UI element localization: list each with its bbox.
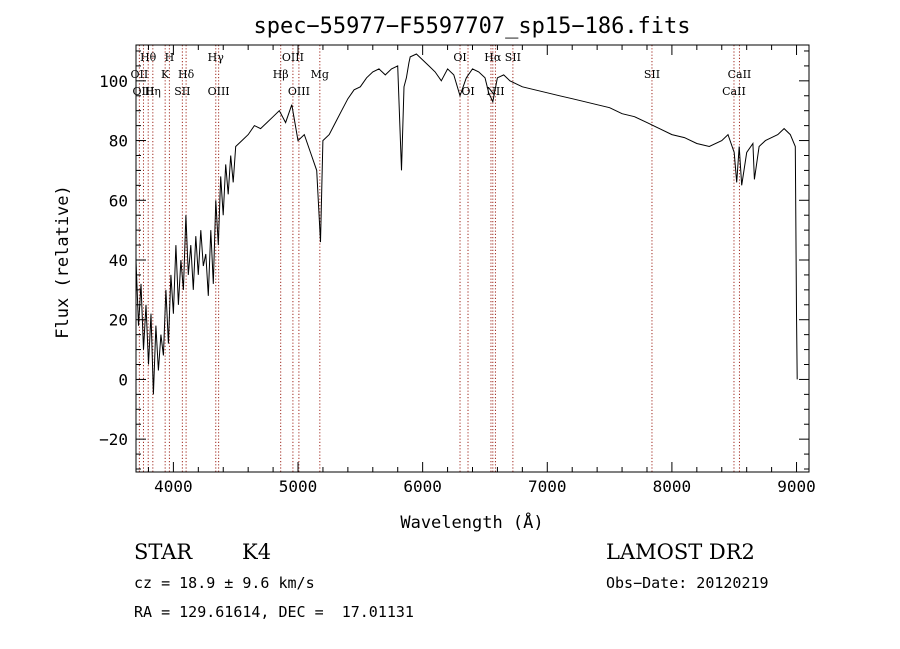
x-tick-label: 8000 [653, 477, 692, 496]
line-marker-label: Hγ [208, 51, 225, 64]
line-marker-label: H [165, 51, 175, 64]
redshift-cz: cz = 18.9 ± 9.6 km/s [134, 574, 315, 592]
line-marker-label: OI [453, 51, 466, 64]
y-tick-label: 60 [109, 191, 128, 210]
line-marker-label: K [161, 68, 170, 81]
plot-frame [135, 44, 810, 473]
x-tick-label: 5000 [279, 477, 318, 496]
line-marker-label: CaII [722, 85, 746, 98]
line-marker-label: OIII [282, 51, 304, 64]
y-axis: −20 0 20 40 60 80 100 [99, 50, 809, 470]
x-axis-label: Wavelength (Å) [400, 511, 543, 533]
line-marker-label: NII [486, 85, 504, 98]
line-marker-label: OII [131, 68, 149, 81]
coordinates: RA = 129.61614, DEC = 17.01131 [134, 603, 414, 621]
line-marker-label: Hδ [178, 68, 195, 81]
y-axis-label: Flux (relative) [53, 185, 73, 339]
x-tick-label: 7000 [528, 477, 567, 496]
line-marker-label: OIII [208, 85, 230, 98]
x-tick-label: 4000 [154, 477, 193, 496]
y-tick-label: 20 [109, 311, 128, 330]
line-marker-label: SII [644, 68, 660, 81]
line-marker-label: CaII [728, 68, 752, 81]
x-tick-label: 6000 [403, 477, 442, 496]
line-marker-label: Hα [484, 51, 502, 64]
line-marker-label: OIII [132, 85, 154, 98]
y-tick-label: 100 [99, 72, 128, 91]
spectrum-line [135, 53, 798, 395]
object-class: STAR [134, 540, 193, 564]
line-marker-label: Hη [145, 85, 161, 98]
object-subclass: K4 [242, 540, 272, 564]
survey-name: LAMOST DR2 [606, 540, 755, 564]
y-tick-label: 0 [118, 370, 128, 389]
emission-line-markers [138, 45, 740, 472]
chart-title: spec−55977−F5597707_sp15−186.fits [253, 14, 690, 39]
x-axis: 4000 5000 6000 7000 8000 9000 [147, 45, 816, 496]
line-marker-label: Hθ [140, 51, 157, 64]
y-tick-label: 80 [109, 132, 128, 151]
line-marker-label: SII [174, 85, 190, 98]
observation-date: Obs−Date: 20120219 [606, 574, 769, 592]
y-tick-label: −20 [99, 430, 128, 449]
line-marker-label: OIII [288, 85, 310, 98]
line-marker-label: SII [505, 51, 521, 64]
y-tick-label: 40 [109, 251, 128, 270]
x-tick-label: 9000 [777, 477, 816, 496]
line-marker-label: Mg [311, 68, 329, 81]
line-marker-label: Hβ [273, 68, 289, 81]
line-marker-label: OI [461, 85, 474, 98]
